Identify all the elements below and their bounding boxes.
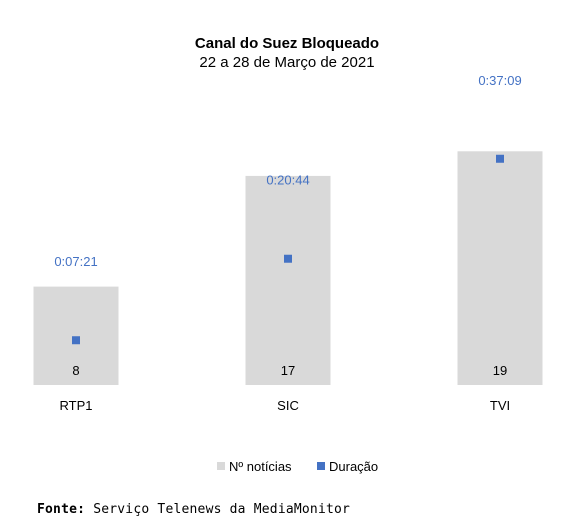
- source-label: Fonte: [37, 502, 78, 517]
- source-note: Fonte: Serviço Telenews da MediaMonitor: [37, 502, 351, 517]
- plot-area: 8 0:07:21 RTP1 17 0:20:44 SIC 19 0:37:09 TVI: [33, 73, 543, 413]
- legend: Nº notícias Duração: [217, 459, 378, 474]
- duration-label: 0:37:09: [478, 73, 521, 88]
- duration-label: 0:20:44: [266, 173, 309, 188]
- legend-label-count: Nº notícias: [229, 459, 292, 474]
- bar-sic: [245, 175, 331, 385]
- duration-label: 0:07:21: [54, 254, 97, 269]
- count-label: 19: [493, 363, 507, 378]
- x-tick-label: SIC: [277, 398, 299, 413]
- chart-title: Canal do Suez Bloqueado: [195, 35, 379, 52]
- x-tick-label: RTP1: [60, 398, 93, 413]
- count-label: 17: [281, 363, 295, 378]
- bar-rtp1: [33, 286, 119, 385]
- legend-label-duration: Duração: [329, 459, 378, 474]
- duration-marker-sic: [284, 254, 292, 263]
- bar-tvi: [457, 151, 543, 385]
- duration-marker-tvi: [496, 154, 504, 163]
- count-label: 8: [72, 363, 79, 378]
- chart-subtitle: 22 a 28 de Março de 2021: [199, 54, 374, 71]
- legend-swatch-count: [217, 462, 225, 470]
- x-tick-label: TVI: [490, 398, 510, 413]
- legend-swatch-duration: [317, 462, 325, 470]
- source-text: Serviço Telenews da MediaMonitor: [93, 502, 351, 517]
- duration-marker-rtp1: [72, 336, 80, 345]
